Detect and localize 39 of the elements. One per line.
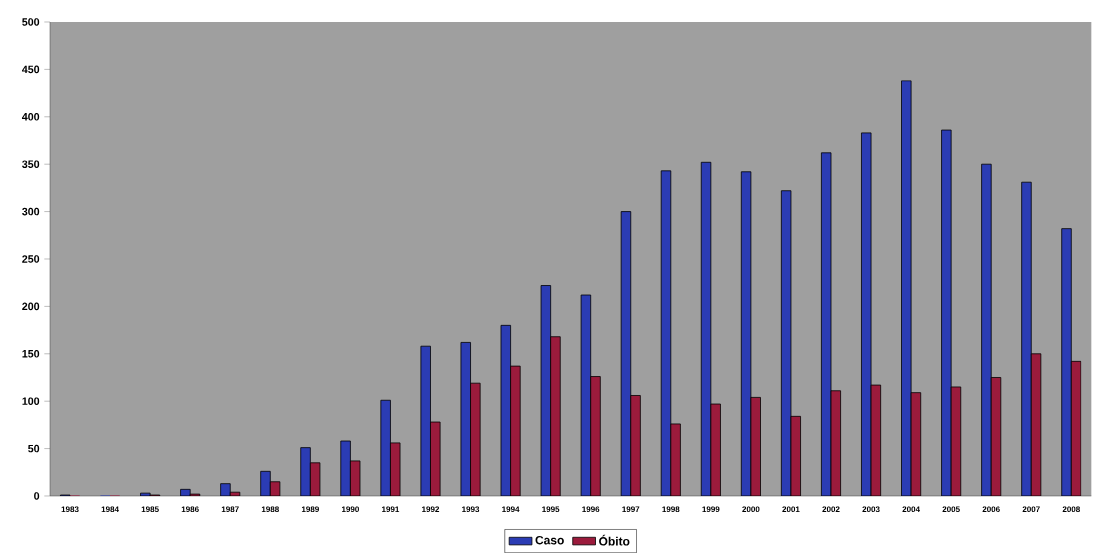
y-tick-label: 350 xyxy=(22,160,40,168)
x-tick-label: 2003 xyxy=(862,506,880,513)
x-tick-label: 1987 xyxy=(221,506,239,513)
x-tick-label: 1985 xyxy=(141,506,159,513)
y-tick-label: 500 xyxy=(22,18,40,26)
x-tick-label: 1984 xyxy=(101,506,119,513)
x-tick-label: 2006 xyxy=(982,506,1000,513)
x-tick-label: 1992 xyxy=(422,506,440,513)
y-tick-label: 450 xyxy=(21,65,40,74)
x-tick-label: 2008 xyxy=(1062,506,1080,513)
x-tick-label: 2007 xyxy=(1022,506,1040,513)
x-tick-label: 2004 xyxy=(902,506,920,513)
x-tick-label: 1988 xyxy=(261,506,279,513)
x-tick-label: 2005 xyxy=(942,506,960,513)
x-tick-label: 1986 xyxy=(181,506,199,513)
x-tick-label: 1993 xyxy=(462,506,480,513)
legend-label: Óbito xyxy=(599,534,630,546)
x-tick-label: 1994 xyxy=(502,506,520,513)
x-tick-label: 1996 xyxy=(582,506,600,513)
x-tick-label: 1995 xyxy=(542,506,560,513)
x-tick-label: 2002 xyxy=(822,506,840,513)
legend-label: Caso xyxy=(535,535,564,545)
x-tick-label: 1990 xyxy=(342,506,359,513)
x-tick-label: 1997 xyxy=(622,506,640,513)
y-tick-label: 300 xyxy=(22,207,40,216)
y-tick-label: 200 xyxy=(22,302,40,311)
x-tick-label: 2001 xyxy=(782,506,800,513)
x-tick-label: 1998 xyxy=(662,506,680,513)
x-tick-label: 1999 xyxy=(702,506,720,513)
y-tick-label: 400 xyxy=(21,113,40,121)
y-tick-label: 50 xyxy=(28,444,40,453)
y-tick-label: 250 xyxy=(22,255,40,263)
x-tick-label: 2000 xyxy=(742,506,760,513)
x-tick-label: 1983 xyxy=(61,506,79,513)
y-tick-label: 0 xyxy=(34,492,40,500)
y-tick-label: 150 xyxy=(22,350,40,358)
x-tick-label: 1991 xyxy=(382,506,400,513)
x-tick-label: 1989 xyxy=(301,506,319,513)
y-tick-label: 100 xyxy=(22,397,40,405)
